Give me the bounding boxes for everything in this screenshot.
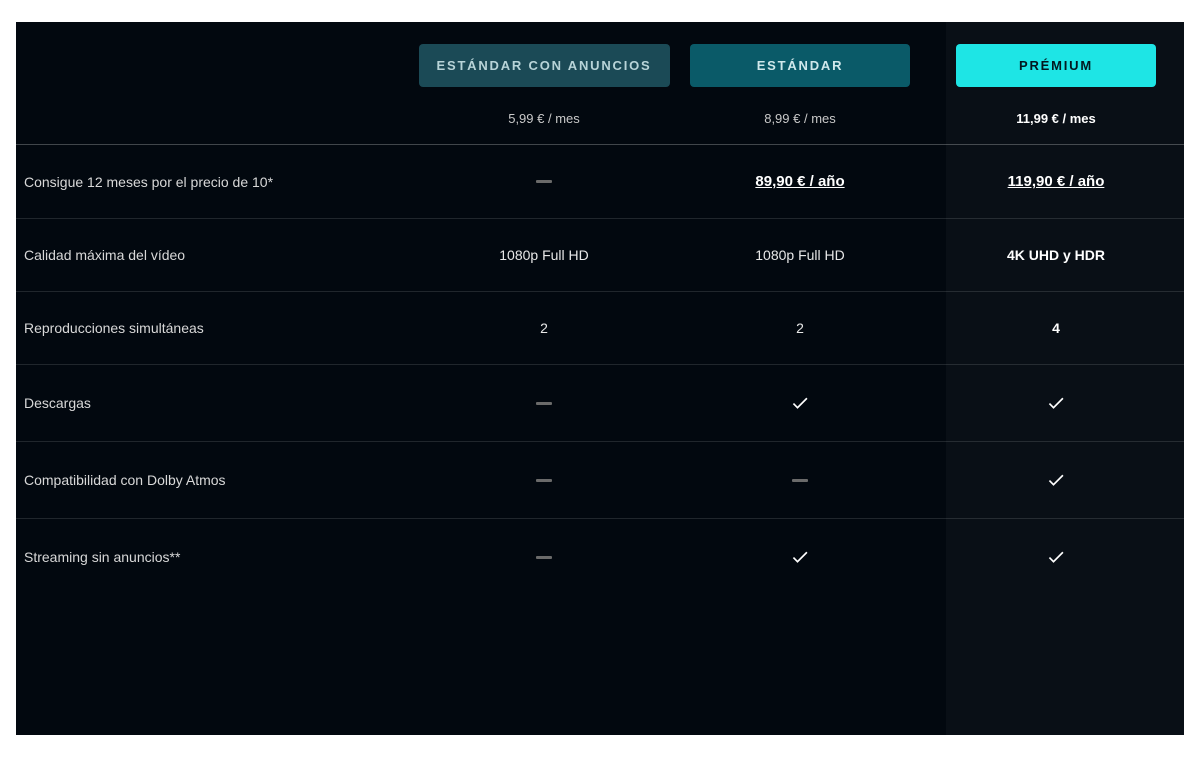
feature-row-streams: Reproducciones simultáneas 2 2 4 <box>16 292 1184 365</box>
price-premium: 11,99 € / mes <box>928 111 1184 126</box>
check-icon <box>1046 547 1066 567</box>
price-label-spacer <box>16 111 416 126</box>
streams-standard: 2 <box>672 320 928 336</box>
price-standard: 8,99 € / mes <box>672 111 928 126</box>
dolby-ads <box>416 479 672 482</box>
plan-button-ads[interactable]: ESTÁNDAR CON ANUNCIOS <box>419 44 670 87</box>
streams-premium: 4 <box>928 320 1184 336</box>
plan-col-standard: ESTÁNDAR <box>672 44 928 87</box>
dash-icon <box>792 479 808 482</box>
annual-link-standard[interactable]: 89,90 € / año <box>755 173 844 190</box>
annual-ads <box>416 180 672 183</box>
streams-ads: 2 <box>416 320 672 336</box>
feature-label-annual: Consigue 12 meses por el precio de 10* <box>16 174 416 190</box>
feature-row-noads: Streaming sin anuncios** <box>16 519 1184 595</box>
dolby-standard <box>672 479 928 482</box>
noads-standard <box>672 547 928 567</box>
plan-button-standard[interactable]: ESTÁNDAR <box>690 44 910 87</box>
feature-row-quality: Calidad máxima del vídeo 1080p Full HD 1… <box>16 219 1184 292</box>
noads-premium <box>928 547 1184 567</box>
monthly-price-row: 5,99 € / mes 8,99 € / mes 11,99 € / mes <box>16 87 1184 145</box>
downloads-standard <box>672 393 928 413</box>
dash-icon <box>536 556 552 559</box>
check-icon <box>790 393 810 413</box>
noads-ads <box>416 556 672 559</box>
price-text-standard: 8,99 € / mes <box>764 111 836 126</box>
quality-ads: 1080p Full HD <box>416 247 672 263</box>
plan-button-premium[interactable]: PRÉMIUM <box>956 44 1156 87</box>
check-icon <box>790 547 810 567</box>
downloads-premium <box>928 393 1184 413</box>
annual-link-premium[interactable]: 119,90 € / año <box>1008 173 1105 190</box>
header-spacer <box>16 44 416 87</box>
dolby-premium <box>928 470 1184 490</box>
pricing-table: ESTÁNDAR CON ANUNCIOS ESTÁNDAR PRÉMIUM 5… <box>16 22 1184 735</box>
feature-row-dolby: Compatibilidad con Dolby Atmos <box>16 442 1184 519</box>
check-icon <box>1046 393 1066 413</box>
price-text-ads: 5,99 € / mes <box>508 111 580 126</box>
feature-label-downloads: Descargas <box>16 395 416 411</box>
feature-label-noads: Streaming sin anuncios** <box>16 549 416 565</box>
price-ads: 5,99 € / mes <box>416 111 672 126</box>
plan-header-row: ESTÁNDAR CON ANUNCIOS ESTÁNDAR PRÉMIUM <box>16 22 1184 87</box>
plan-col-ads: ESTÁNDAR CON ANUNCIOS <box>416 44 672 87</box>
annual-standard: 89,90 € / año <box>672 173 928 190</box>
dash-icon <box>536 402 552 405</box>
feature-label-dolby: Compatibilidad con Dolby Atmos <box>16 472 416 488</box>
dash-icon <box>536 479 552 482</box>
downloads-ads <box>416 402 672 405</box>
quality-standard: 1080p Full HD <box>672 247 928 263</box>
plan-col-premium: PRÉMIUM <box>928 44 1184 87</box>
dash-icon <box>536 180 552 183</box>
feature-label-quality: Calidad máxima del vídeo <box>16 247 416 263</box>
feature-row-downloads: Descargas <box>16 365 1184 442</box>
price-text-premium: 11,99 € / mes <box>1016 111 1096 126</box>
annual-premium: 119,90 € / año <box>928 173 1184 190</box>
feature-row-annual: Consigue 12 meses por el precio de 10* 8… <box>16 145 1184 219</box>
table-wrapper: ESTÁNDAR CON ANUNCIOS ESTÁNDAR PRÉMIUM 5… <box>16 22 1184 595</box>
feature-label-streams: Reproducciones simultáneas <box>16 320 416 336</box>
check-icon <box>1046 470 1066 490</box>
quality-premium: 4K UHD y HDR <box>928 247 1184 263</box>
